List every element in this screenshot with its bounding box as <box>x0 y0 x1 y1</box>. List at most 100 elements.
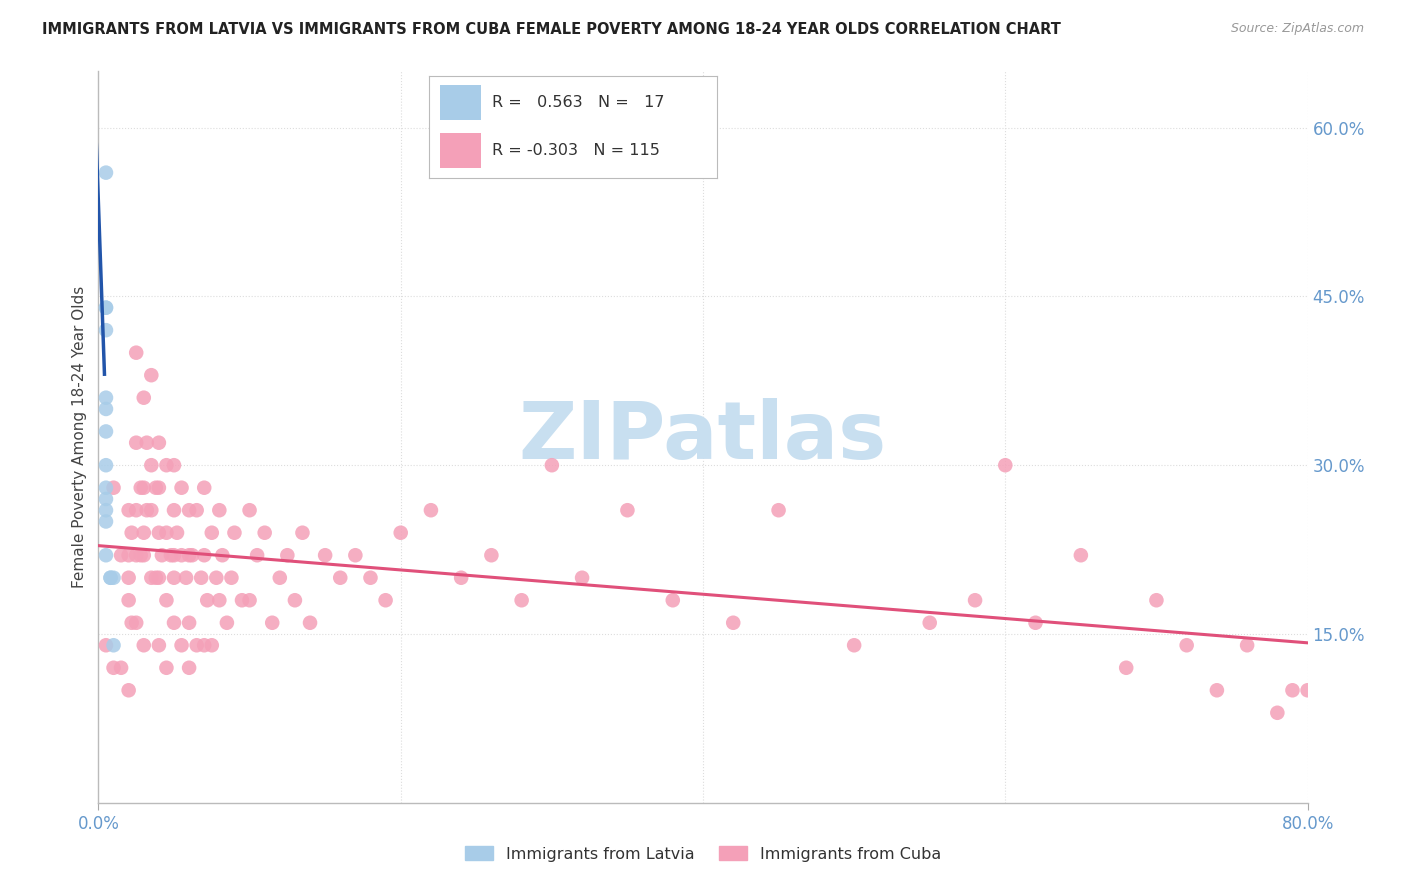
Point <box>170 548 193 562</box>
Point <box>155 458 177 473</box>
Point <box>94 491 117 506</box>
Point <box>1115 661 1137 675</box>
Point <box>844 638 866 652</box>
Point <box>1267 706 1289 720</box>
Point <box>118 593 141 607</box>
Point <box>239 593 262 607</box>
Point <box>208 593 231 607</box>
Point <box>94 515 117 529</box>
Point <box>201 638 224 652</box>
Point <box>94 638 117 652</box>
Point <box>94 481 117 495</box>
Point <box>132 481 155 495</box>
Point <box>193 481 215 495</box>
Point <box>155 661 177 675</box>
Point <box>1206 683 1229 698</box>
Point <box>179 661 201 675</box>
Point <box>186 638 208 652</box>
Point <box>360 571 382 585</box>
Point <box>450 571 472 585</box>
Point <box>118 571 141 585</box>
Point <box>1296 683 1319 698</box>
Point <box>148 571 170 585</box>
Point <box>215 615 238 630</box>
Point <box>125 345 148 359</box>
Text: IMMIGRANTS FROM LATVIA VS IMMIGRANTS FROM CUBA FEMALE POVERTY AMONG 18-24 YEAR O: IMMIGRANTS FROM LATVIA VS IMMIGRANTS FRO… <box>42 22 1062 37</box>
Point <box>723 615 745 630</box>
Point <box>163 458 186 473</box>
Point <box>103 638 125 652</box>
Point <box>141 368 163 383</box>
Point <box>160 548 183 562</box>
Point <box>163 548 186 562</box>
Text: R =   0.563   N =   17: R = 0.563 N = 17 <box>492 95 665 110</box>
Point <box>103 661 125 675</box>
Point <box>148 435 170 450</box>
Point <box>1281 683 1303 698</box>
Point <box>374 593 396 607</box>
Point <box>344 548 367 562</box>
Point <box>94 391 117 405</box>
Text: Source: ZipAtlas.com: Source: ZipAtlas.com <box>1230 22 1364 36</box>
Point <box>141 571 163 585</box>
Point <box>221 571 243 585</box>
Point <box>616 503 638 517</box>
Point <box>174 571 197 585</box>
Text: ZIPatlas: ZIPatlas <box>519 398 887 476</box>
Point <box>965 593 987 607</box>
Point <box>170 638 193 652</box>
Point <box>994 458 1017 473</box>
Point <box>299 615 322 630</box>
Point <box>110 548 132 562</box>
Point <box>179 503 201 517</box>
Point <box>145 481 167 495</box>
Point <box>540 458 562 473</box>
Point <box>193 638 215 652</box>
Point <box>94 503 117 517</box>
Point <box>94 301 117 315</box>
Point <box>195 593 218 607</box>
Point <box>661 593 683 607</box>
Point <box>132 548 155 562</box>
Point <box>100 571 122 585</box>
Point <box>571 571 593 585</box>
Point <box>121 525 143 540</box>
Point <box>231 593 253 607</box>
Point <box>132 391 155 405</box>
Point <box>135 435 157 450</box>
Point <box>768 503 790 517</box>
Bar <box>440 133 481 168</box>
Point <box>129 548 152 562</box>
Y-axis label: Female Poverty Among 18-24 Year Olds: Female Poverty Among 18-24 Year Olds <box>72 286 87 588</box>
Point <box>179 548 201 562</box>
Point <box>110 661 132 675</box>
Point <box>94 548 117 562</box>
Point <box>481 548 503 562</box>
Text: R = -0.303   N = 115: R = -0.303 N = 115 <box>492 144 659 158</box>
Point <box>276 548 298 562</box>
Point <box>125 615 148 630</box>
Point <box>132 638 155 652</box>
Point <box>1144 593 1167 607</box>
Point <box>155 593 177 607</box>
Point <box>510 593 533 607</box>
Point <box>329 571 352 585</box>
Point <box>121 615 143 630</box>
Point <box>148 525 170 540</box>
Point <box>269 571 291 585</box>
Point <box>224 525 246 540</box>
Point <box>1175 638 1198 652</box>
Point <box>181 548 204 562</box>
Point <box>132 525 155 540</box>
Point <box>389 525 412 540</box>
Point <box>148 481 170 495</box>
Point <box>253 525 276 540</box>
Point <box>1070 548 1092 562</box>
Point <box>284 593 307 607</box>
Point <box>246 548 269 562</box>
Point <box>100 571 122 585</box>
Point <box>103 481 125 495</box>
Point <box>94 323 117 337</box>
Point <box>103 571 125 585</box>
Point <box>118 548 141 562</box>
